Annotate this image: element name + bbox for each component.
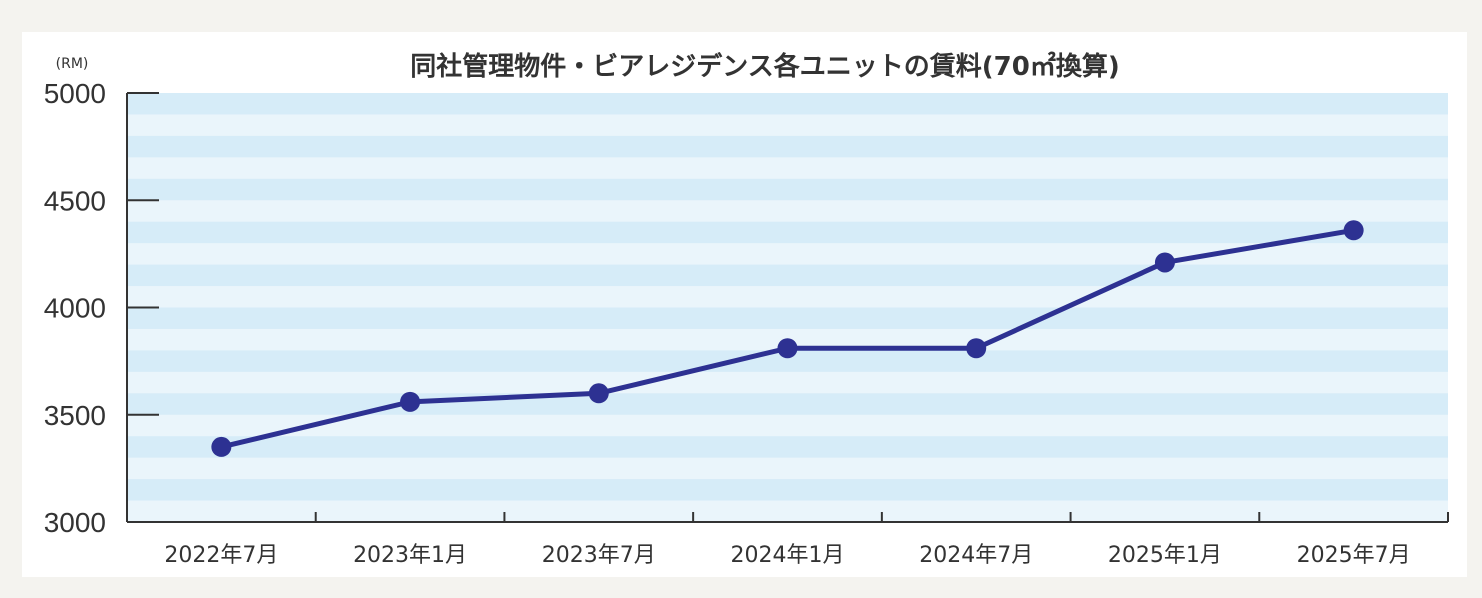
data-point [211, 436, 232, 457]
plot-background-stripes [127, 93, 1448, 522]
grid-stripe [127, 479, 1448, 501]
data-point [400, 391, 421, 412]
y-tick-label: 4000 [44, 293, 106, 324]
x-tick-label: 2025年7月 [1297, 543, 1411, 568]
y-tick-label: 5000 [44, 78, 106, 109]
y-axis-ticks: 5000 4500 4000 3500 3000 [44, 78, 159, 538]
y-tick-label: 3000 [44, 507, 106, 538]
x-tick-label: 2023年7月 [542, 543, 656, 568]
x-tick-label: 2025年1月 [1108, 543, 1222, 568]
grid-stripe [127, 221, 1448, 244]
y-tick-label: 3500 [44, 400, 106, 431]
x-tick-label: 2022年7月 [164, 543, 278, 568]
x-axis-ticks: 2022年7月 2023年1月 2023年7月 2024年1月 2024年7月 2025年… [164, 512, 1449, 568]
x-tick-label: 2024年7月 [919, 543, 1033, 568]
grid-stripe [127, 350, 1448, 372]
grid-stripe [127, 436, 1448, 458]
grid-stripe [127, 178, 1448, 201]
data-point [777, 338, 798, 359]
grid-stripe [127, 307, 1448, 329]
y-axis-unit: (RM) [56, 56, 89, 72]
data-point [1343, 220, 1364, 241]
y-tick-label: 4500 [44, 185, 106, 216]
grid-stripe [127, 135, 1448, 158]
grid-stripe [127, 93, 1448, 115]
grid-stripe [127, 264, 1448, 287]
grid-stripe [127, 393, 1448, 415]
data-point [588, 383, 609, 404]
chart-title: 同社管理物件・ビアレジデンス各ユニットの賃料(70㎡換算) [410, 51, 1119, 82]
data-point [966, 338, 987, 359]
x-tick-label: 2023年1月 [353, 543, 467, 568]
x-tick-label: 2024年1月 [731, 543, 845, 568]
series-line [211, 220, 1364, 457]
data-point [1154, 252, 1175, 273]
